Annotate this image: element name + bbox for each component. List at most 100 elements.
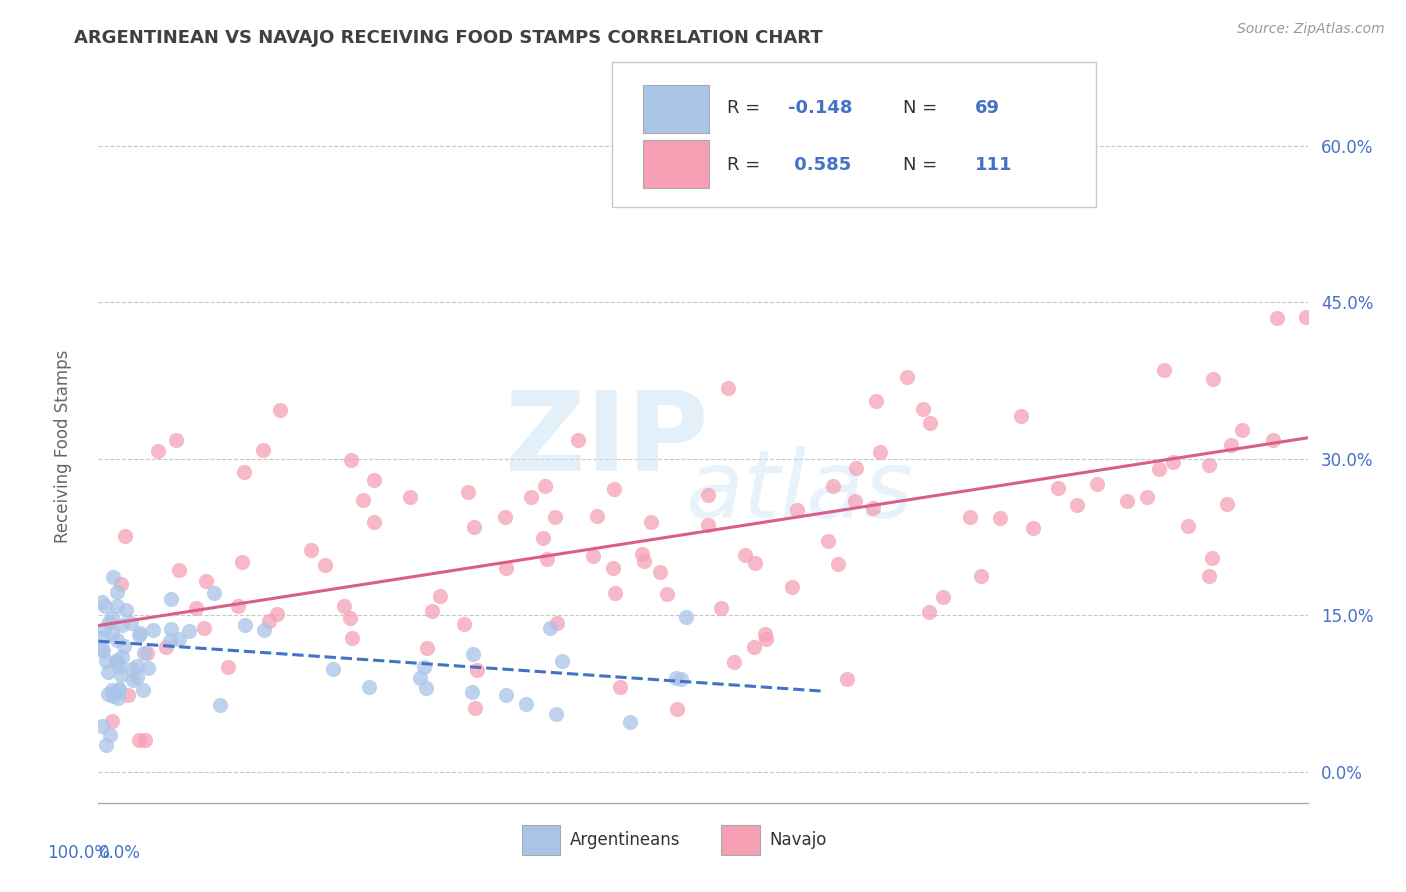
Point <box>93 622 115 636</box>
Point <box>602 561 624 575</box>
Point <box>609 680 631 694</box>
Point <box>918 605 941 619</box>
Point <box>322 662 344 676</box>
Text: atlas: atlas <box>686 446 914 537</box>
Point <box>108 681 131 696</box>
Point <box>91 641 114 656</box>
Point <box>340 631 363 645</box>
Point <box>1295 310 1317 324</box>
Point <box>582 549 605 564</box>
Point <box>821 479 844 493</box>
Point <box>415 641 437 656</box>
Point <box>457 485 479 500</box>
Point <box>169 632 191 646</box>
FancyBboxPatch shape <box>643 85 709 133</box>
Text: Receiving Food Stamps: Receiving Food Stamps <box>55 350 72 542</box>
Point <box>110 668 132 682</box>
Point <box>165 433 187 447</box>
Point <box>742 640 765 654</box>
Point <box>990 510 1012 524</box>
Point <box>101 570 124 584</box>
Point <box>398 491 420 505</box>
Point <box>1047 481 1070 495</box>
Point <box>665 671 688 685</box>
Text: R =: R = <box>727 99 766 118</box>
Point <box>97 665 120 679</box>
Point <box>127 670 149 684</box>
Point <box>128 628 150 642</box>
Point <box>269 402 291 417</box>
Point <box>755 632 778 646</box>
FancyBboxPatch shape <box>522 825 561 855</box>
Point <box>420 605 443 619</box>
Point <box>1202 372 1225 386</box>
Point <box>409 671 432 685</box>
Point <box>515 698 537 712</box>
Point <box>544 706 567 721</box>
Point <box>117 688 139 702</box>
Point <box>105 653 128 667</box>
Point <box>546 615 568 630</box>
Point <box>567 434 589 448</box>
Point <box>495 688 517 702</box>
Point <box>827 558 849 572</box>
Point <box>1220 438 1243 452</box>
Point <box>252 443 274 458</box>
Text: 111: 111 <box>976 155 1012 174</box>
Point <box>91 644 114 658</box>
Point <box>129 625 152 640</box>
Point <box>710 601 733 615</box>
Point <box>167 563 190 577</box>
Point <box>231 556 253 570</box>
Point <box>112 639 135 653</box>
Text: -0.148: -0.148 <box>787 99 852 118</box>
FancyBboxPatch shape <box>721 825 759 855</box>
Point <box>657 587 679 601</box>
Text: Argentineans: Argentineans <box>569 830 681 849</box>
Point <box>650 565 672 579</box>
Point <box>970 568 993 582</box>
Point <box>959 509 981 524</box>
Point <box>101 689 124 703</box>
Point <box>363 515 385 529</box>
Point <box>844 493 866 508</box>
Point <box>105 599 128 613</box>
Point <box>453 617 475 632</box>
Point <box>1265 310 1288 325</box>
Point <box>734 548 756 562</box>
Point <box>104 655 127 669</box>
Point <box>352 493 374 508</box>
Point <box>1066 498 1088 512</box>
Point <box>817 533 839 548</box>
Point <box>101 714 124 728</box>
Point <box>177 624 200 638</box>
Point <box>754 626 776 640</box>
Point <box>91 719 114 733</box>
Point <box>744 557 766 571</box>
Point <box>1198 569 1220 583</box>
Point <box>1136 490 1159 504</box>
Point <box>97 615 120 630</box>
Point <box>666 702 689 716</box>
Point <box>837 672 859 686</box>
Point <box>186 600 208 615</box>
Point <box>640 515 662 529</box>
Point <box>551 654 574 668</box>
Point <box>429 589 451 603</box>
Point <box>98 727 121 741</box>
Point <box>194 574 217 589</box>
Point <box>495 561 517 575</box>
Point <box>91 631 114 645</box>
Point <box>1147 462 1170 476</box>
Point <box>603 482 626 496</box>
Point <box>131 682 153 697</box>
Point <box>717 381 740 395</box>
Point <box>146 444 169 458</box>
Point <box>94 738 117 752</box>
Point <box>786 503 808 517</box>
Point <box>134 646 156 660</box>
Point <box>160 592 183 607</box>
Point <box>108 683 131 698</box>
Point <box>603 586 626 600</box>
Point <box>697 518 720 533</box>
